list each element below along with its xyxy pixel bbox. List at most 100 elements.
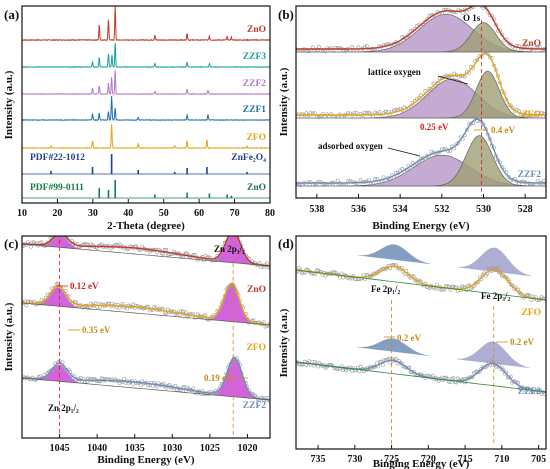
panel-d-zzf2-peak-fill <box>356 338 430 357</box>
panel-d-zfo-background-line <box>296 269 546 301</box>
panel-d-tick-label: 710 <box>494 454 509 465</box>
panel-b-zno-raw-point <box>317 44 321 49</box>
panel-b-zno-raw-point <box>367 48 371 53</box>
panel-b-ylabel: Intensity (a.u.) <box>278 67 290 136</box>
panel-b-tick-label: 532 <box>434 204 449 215</box>
panel-b-zzf2-raw-point <box>308 180 313 185</box>
panel-b-annot-04: 0.4 eV <box>491 125 515 135</box>
panel-b-zno-raw-point <box>452 10 457 14</box>
panel-d-zzf2-raw-point <box>451 376 456 381</box>
panel-c-zno-raw-point <box>231 231 234 234</box>
panel-b-title: O 1s <box>463 13 481 23</box>
panel-b-zfo-raw-point <box>383 109 388 114</box>
panel-c-zzf2-raw-point <box>138 383 143 387</box>
panel-a-zno-line <box>22 6 270 42</box>
panel-a-ylabel: Intensity (a.u.) <box>3 70 15 139</box>
panel-c-letter: (c) <box>4 236 18 251</box>
panel-b-zno-raw-point <box>483 6 488 10</box>
panel-a-zno-series-label: ZnO <box>247 25 266 35</box>
panel-c-series-labels: ZnO ZFO ZZF2 <box>243 285 266 411</box>
panel-d-series-labels: ZFO ZZF2 Binging Energy (eV) <box>373 308 542 469</box>
panel-d-zfo-peak-fill <box>457 247 532 277</box>
panel-b-zno-raw-point <box>473 6 477 8</box>
panel-a-pdf-22-1012-pdf-label: PDF#22-1012 <box>30 153 85 163</box>
panel-b-annot-adsorbed: adsorbed oxygen <box>318 141 383 151</box>
panel-d: (d) Intensity (a.u.) 735 730 725 720 715 710 7… <box>278 235 547 469</box>
panel-c-zzf2-peak-fill <box>204 358 265 400</box>
panel-b-zzf2-raw-point <box>350 180 355 184</box>
panel-c-zfo-background-line <box>22 302 270 326</box>
panel-a-pdf-99-0111-pdf-label: PDF#99-0111 <box>30 183 84 193</box>
panel-a-tick-label: 10 <box>17 208 27 219</box>
panel-d-zzf2-raw-point <box>358 364 363 369</box>
panel-b-zno-component-fill <box>296 13 546 53</box>
panel-b-zfo-raw-point <box>321 112 325 117</box>
panel-b-xlabel: Binding Energy (eV) <box>372 220 470 232</box>
panel-b-frame <box>295 5 547 199</box>
panel-c-zfo-envelope-line <box>22 282 270 326</box>
panel-b-zzf2-envelope-line <box>296 118 546 184</box>
panel-a-zzf3-line <box>22 42 270 68</box>
panel-c-zno-raw-point <box>22 244 24 249</box>
panel-c-zfo-raw-point <box>120 301 125 306</box>
panel-c-zzf2-series-label: ZZF2 <box>243 401 266 411</box>
panel-b-zno-raw-point <box>364 44 369 49</box>
panel-d-tick-label: 715 <box>458 454 473 465</box>
panel-b-zno-raw-point <box>508 42 513 47</box>
panel-a-letter: (a) <box>4 7 19 22</box>
panel-a-zzf2-series-label: ZZF2 <box>243 79 266 89</box>
panel-b-zzf2-raw-point <box>335 178 340 183</box>
panel-a-pdf-99-0111-phase-label: ZnO <box>247 183 266 193</box>
panel-c-zno-background-line <box>22 243 270 267</box>
panel-a-frame <box>21 5 271 204</box>
panel-c-annot-012: 0.12 eV <box>70 281 99 291</box>
panel-d-xlabel: Binging Energy (eV) <box>373 458 470 469</box>
panel-d-tick-label: 725 <box>384 454 399 465</box>
panel-c-zno-raw-point <box>117 242 122 247</box>
panel-a: (a) Intensity (a.u.) 2-Theta (degree) 10… <box>3 5 275 232</box>
panel-b-letter: (b) <box>278 7 294 22</box>
panel-b-annot-025: 0.25 eV <box>420 122 449 132</box>
panel-b-zno-raw-point <box>464 9 469 14</box>
panel-d-zzf2-background-line <box>296 361 546 393</box>
panel-a-xlabel: 2-Theta (degree) <box>107 220 185 232</box>
panel-b-zno-raw-point <box>406 33 411 37</box>
panel-c-xlabel: Binding Energy (eV) <box>97 454 195 466</box>
panel-b-zno-raw-point <box>389 44 394 49</box>
panel-c-zzf2-raw-point <box>122 376 127 381</box>
panel-c-tick-label: 1030 <box>162 443 182 454</box>
panel-c-plot-area <box>22 231 270 436</box>
panel-b-tick-label: 536 <box>351 204 366 215</box>
panel-d-frame <box>295 235 547 450</box>
panel-c-zzf2-background-line <box>22 377 270 401</box>
panel-b-zfo-raw-point <box>329 112 334 117</box>
panel-a-tick-label: 50 <box>159 208 169 219</box>
panel-a-series-labels: ZnO ZZF3 ZZF2 ZZF1 ZFO PDF#22-1012 ZnFe₂O₄ PDF#… <box>30 25 266 193</box>
panel-a-zfo-series-label: ZFO <box>246 133 266 143</box>
panel-b-zzf2-raw-point <box>312 181 317 186</box>
panel-c: (c) Intensity (a.u.) Binding Energy (eV)… <box>3 231 271 466</box>
panel-b-zzf2-raw-point <box>542 178 546 183</box>
panel-b-zfo-series-label: ZFO <box>521 110 541 120</box>
panel-b-tick-label: 530 <box>476 204 491 215</box>
panel-b-zno-raw-point <box>400 34 405 39</box>
panel-c-zno-raw-point <box>234 231 237 234</box>
panel-a-pdf-22-1012-phase-label: ZnFe₂O₄ <box>231 153 266 163</box>
panel-d-tick-label: 720 <box>421 454 436 465</box>
panel-a-tick-label: 30 <box>88 208 98 219</box>
panel-b-zfo-raw-point <box>544 114 546 119</box>
panel-c-annot-zn2p12: Zn 2p₁/₂ <box>48 403 79 413</box>
panel-d-zfo-raw-point <box>296 269 298 274</box>
panel-b-zno-series-label: ZnO <box>522 39 541 49</box>
panel-c-zfo-raw-point <box>42 298 47 303</box>
panel-b-zzf2-raw-point <box>400 167 405 171</box>
panel-c-zno-peak-fill <box>203 236 264 266</box>
panel-c-annot-zn2p32: Zn 2p₃/₂ <box>214 244 245 254</box>
panel-b-zzf2-raw-point <box>464 128 469 132</box>
panel-d-zfo-raw-point <box>495 266 500 271</box>
panel-a-tick-label: 70 <box>230 208 240 219</box>
panel-c-zfo-raw-point <box>53 285 57 290</box>
panel-b-annot-lattice-arrow <box>437 75 469 85</box>
panel-b-plot-area <box>296 6 546 196</box>
